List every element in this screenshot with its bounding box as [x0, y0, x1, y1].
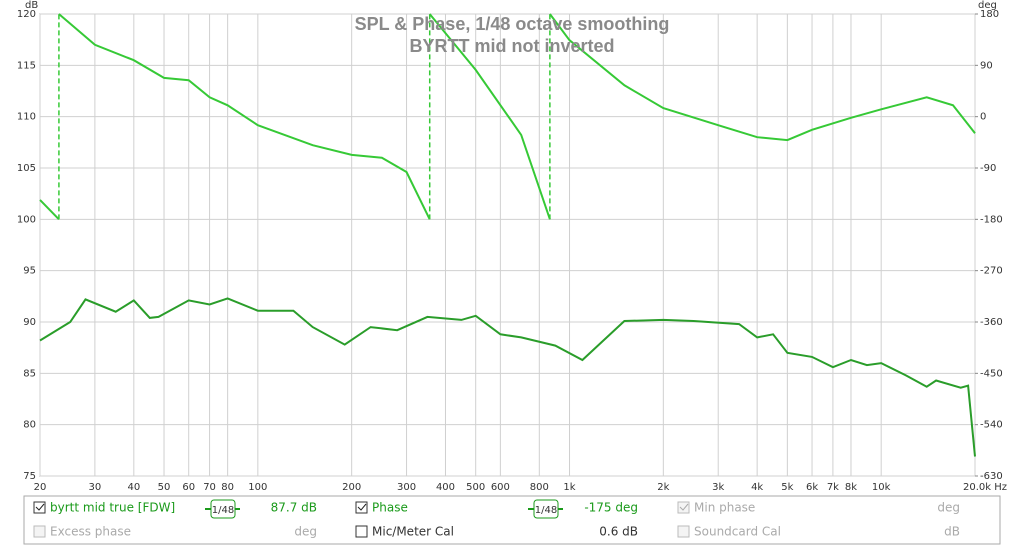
- x-tick-label: 80: [221, 482, 234, 493]
- y2-tick-label: -270: [980, 266, 1003, 277]
- series-line: [39, 199, 60, 220]
- y2-tick-label: 90: [980, 60, 993, 71]
- y-tick-label: 80: [23, 420, 36, 431]
- chart-title: SPL & Phase, 1/48 octave smoothing: [355, 14, 670, 34]
- series-name[interactable]: byrtt mid true [FDW]: [50, 501, 175, 515]
- readout: 87.7 dB: [271, 501, 317, 515]
- check: [357, 503, 367, 511]
- y2-tick-label: -90: [980, 163, 996, 174]
- series-line: [428, 13, 551, 220]
- y-tick-label: 105: [17, 163, 36, 174]
- series-name[interactable]: Soundcard Cal: [694, 525, 781, 539]
- check: [35, 503, 45, 511]
- x-tick-label: 20: [34, 482, 47, 493]
- x-tick-label: 20.0k Hz: [963, 482, 1007, 493]
- y2-tick-label: -630: [980, 471, 1003, 482]
- x-tick-label: 4k: [751, 482, 763, 493]
- series-name[interactable]: Min phase: [694, 501, 755, 515]
- smoothing-button[interactable]: [533, 499, 559, 519]
- checkbox[interactable]: [33, 525, 46, 538]
- smoothing-label: 1/48: [535, 505, 557, 516]
- y2-tick-label: -180: [980, 214, 1003, 225]
- x-tick-label: 6k: [806, 482, 818, 493]
- readout-unit: deg: [937, 501, 960, 515]
- checkbox[interactable]: [33, 501, 46, 514]
- readout: -175 deg: [584, 501, 638, 515]
- y2-axis-label: deg: [978, 0, 997, 11]
- y2-tick-label: 0: [980, 112, 986, 123]
- x-tick-label: 800: [530, 482, 549, 493]
- series-name[interactable]: Mic/Meter Cal: [372, 525, 454, 539]
- x-tick-label: 10k: [872, 482, 891, 493]
- x-tick-label: 70: [203, 482, 216, 493]
- checkbox[interactable]: [677, 525, 690, 538]
- x-tick-label: 100: [248, 482, 267, 493]
- series-line: [549, 13, 976, 142]
- x-tick-label: 200: [342, 482, 361, 493]
- series-name[interactable]: Excess phase: [50, 525, 131, 539]
- chart-subtitle: BYRTT mid not inverted: [409, 36, 614, 56]
- x-tick-label: 50: [158, 482, 171, 493]
- x-tick-label: 3k: [712, 482, 724, 493]
- check: [679, 503, 689, 511]
- x-tick-label: 2k: [657, 482, 669, 493]
- y-tick-label: 85: [23, 368, 36, 379]
- readout-unit: dB: [944, 525, 960, 539]
- y-tick-label: 100: [17, 214, 36, 225]
- x-tick-label: 600: [491, 482, 510, 493]
- y-axis-label: dB: [25, 0, 38, 11]
- series-line: [58, 13, 431, 220]
- y2-tick-label: -360: [980, 317, 1003, 328]
- smoothing-label: 1/48: [212, 505, 234, 516]
- x-tick-label: 7k: [827, 482, 839, 493]
- x-tick-label: 5k: [781, 482, 793, 493]
- checkbox[interactable]: [677, 501, 690, 514]
- controls-panel: [23, 495, 1001, 545]
- x-tick-label: 300: [397, 482, 416, 493]
- y2-tick-label: -450: [980, 368, 1003, 379]
- x-tick-label: 400: [436, 482, 455, 493]
- y-tick-label: 115: [17, 60, 36, 71]
- y2-tick-label: 180: [980, 9, 999, 20]
- y-tick-label: 120: [17, 9, 36, 20]
- series-line: [39, 297, 976, 457]
- checkbox[interactable]: [355, 501, 368, 514]
- x-tick-label: 40: [127, 482, 140, 493]
- y-tick-label: 95: [23, 266, 36, 277]
- readout: 0.6 dB: [599, 525, 638, 539]
- y2-tick-label: -540: [980, 420, 1003, 431]
- x-tick-label: 60: [182, 482, 195, 493]
- y-tick-label: 110: [17, 112, 36, 123]
- smoothing-button[interactable]: [210, 499, 236, 519]
- x-tick-label: 1k: [563, 482, 575, 493]
- series-name[interactable]: Phase: [372, 501, 408, 515]
- x-tick-label: 8k: [845, 482, 857, 493]
- x-tick-label: 30: [89, 482, 102, 493]
- y-tick-label: 90: [23, 317, 36, 328]
- x-tick-label: 500: [466, 482, 485, 493]
- checkbox[interactable]: [355, 525, 368, 538]
- y-tick-label: 75: [23, 471, 36, 482]
- readout-unit: deg: [294, 525, 317, 539]
- plot-area: [39, 13, 976, 477]
